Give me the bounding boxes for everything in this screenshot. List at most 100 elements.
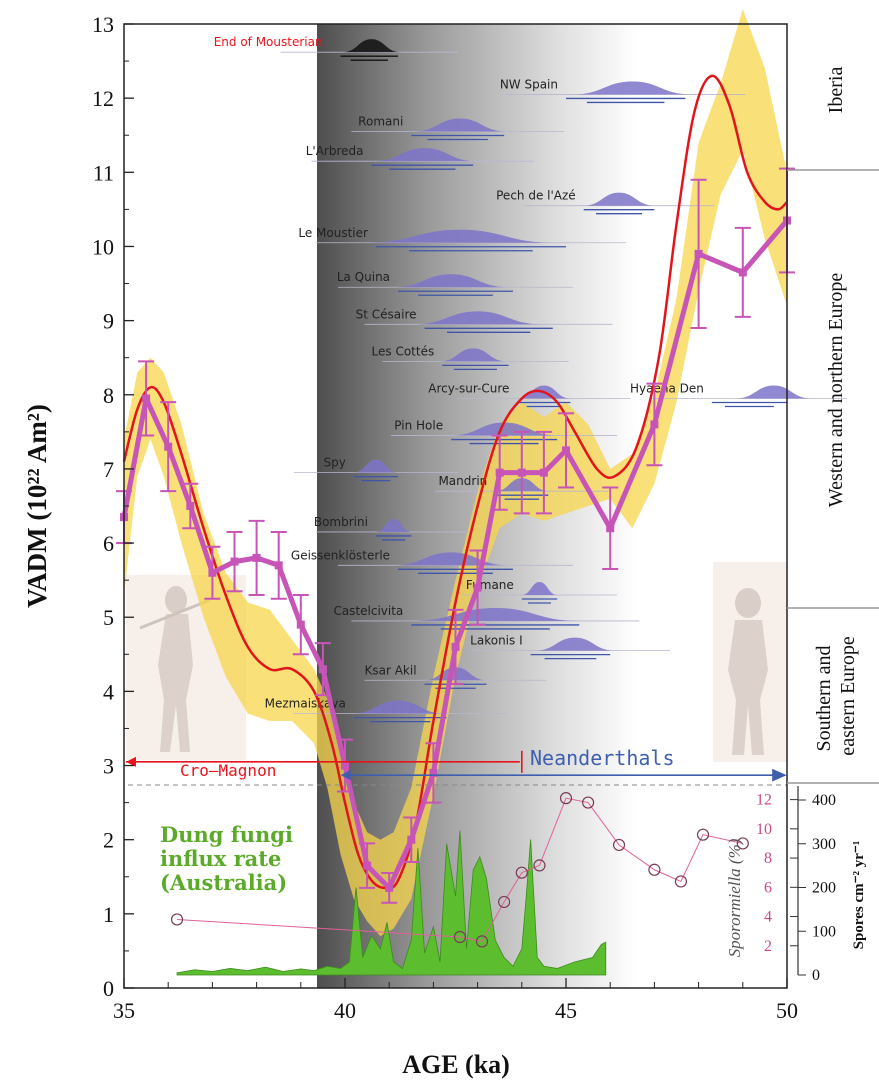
site-les-cott-s: Les Cottés: [372, 344, 569, 371]
site-distribution: [521, 581, 558, 595]
magenta-point: [341, 761, 349, 770]
right-sub-axes: 0 100 200 300 400 2 4 6 8 10 12: [756, 786, 836, 984]
magenta-point: [473, 583, 482, 592]
confidence-band: [124, 9, 787, 937]
y-tick-label: 12: [92, 86, 114, 111]
sporormiella-axis-title: Sporormiella (%): [725, 838, 744, 957]
magenta-point: [252, 553, 261, 562]
y-tick-label: 6: [103, 531, 114, 556]
magenta-point: [407, 835, 416, 844]
site-label: Castelcivita: [333, 604, 403, 618]
site-la-quina: La Quina: [337, 270, 573, 296]
site-distribution: [413, 118, 507, 132]
x-tick-label: 45: [555, 998, 577, 1023]
site-label: Ksar Akil: [364, 663, 416, 677]
region-western-northern: Western and northern Europe: [825, 273, 847, 508]
site-label: End of Mousterian: [214, 35, 323, 49]
magenta-point: [274, 561, 283, 570]
spores-tick-label: 300: [812, 836, 836, 853]
sporormiella-point: [498, 895, 511, 909]
magenta-point: [318, 665, 327, 674]
magenta-point: [385, 883, 394, 892]
x-tick-label: 50: [776, 998, 798, 1023]
sporormiella-tick-label: 2: [764, 938, 772, 955]
site-label: NW Spain: [500, 77, 558, 91]
magenta-point: [186, 502, 195, 510]
site-label: L'Arbreda: [306, 144, 364, 158]
sporormiella-line: [177, 797, 743, 942]
magenta-point: [230, 557, 239, 566]
sporormiella-point: [170, 913, 184, 926]
red-smoothed-line: [122, 74, 788, 890]
neanderthal-illustration: [713, 562, 787, 762]
site-distribution: [393, 274, 509, 288]
magenta-point: [606, 524, 615, 533]
site-distribution: [393, 552, 509, 566]
site-label: Le Moustier: [298, 226, 368, 240]
site-st-c-saire: St Césaire: [356, 307, 613, 333]
region-panel: Iberia Western and northern Europe South…: [787, 67, 879, 784]
magenta-point: [429, 768, 438, 777]
magenta-point: [562, 446, 570, 455]
y-tick-label: 1: [103, 902, 114, 927]
sporormiella-point: [559, 792, 573, 805]
dung-fungi-area: [176, 830, 607, 976]
magenta-point: [650, 420, 659, 429]
sporormiella-tick-label: 8: [764, 850, 772, 867]
site-label: Pin Hole: [394, 419, 443, 433]
site-label: Les Cottés: [372, 344, 435, 358]
sporormiella-point: [581, 796, 595, 809]
y-axis-title: VADM (10²² Am²): [22, 404, 52, 608]
sporormiella-point: [648, 863, 661, 876]
site-geissenkl-sterle: Geissenklösterle: [291, 548, 573, 574]
site-label: Mezmaiskaya: [265, 697, 346, 711]
neanderthal-sites: End of Mousterian NW Spain Romani L'Arbreda…: [214, 35, 847, 723]
site-distribution: [413, 311, 542, 325]
spores-tick-label: 400: [812, 792, 836, 809]
y-tick-label: 9: [103, 309, 114, 334]
range-arrow-head: [340, 770, 351, 781]
magenta-point: [296, 620, 305, 629]
y-tick-label: 7: [103, 457, 114, 482]
site-label: St Césaire: [356, 307, 417, 321]
site-label: La Quina: [337, 270, 390, 284]
sporormiella-tick-label: 6: [764, 879, 772, 896]
sporormiella-point: [453, 930, 467, 944]
site-bombrini: Bombrini: [314, 515, 472, 541]
spores-axis-title: Spores cm⁻² yr⁻¹: [851, 841, 867, 950]
red-curve: [122, 74, 788, 890]
site-label: Pech de l'Azé: [496, 189, 576, 203]
sporormiella-tick-label: 4: [764, 909, 772, 926]
sporormiella-point: [533, 859, 546, 872]
magenta-point: [363, 861, 372, 870]
x-axis-title: AGE (ka): [402, 1050, 510, 1079]
y-tick-label: 11: [93, 160, 114, 185]
x-tick-label: 40: [334, 998, 356, 1023]
magenta-point: [142, 394, 151, 403]
spores-tick-label: 0: [812, 967, 820, 984]
site-label: Arcy-sur-Cure: [428, 381, 509, 395]
site-pin-hole: Pin Hole: [391, 419, 618, 445]
y-tick-label: 0: [103, 976, 114, 1001]
fungi-title: Dung fungi influx rate (Australia): [160, 822, 300, 895]
magenta-point: [451, 642, 460, 651]
region-iberia: Iberia: [825, 67, 847, 114]
site-label: Romani: [358, 115, 403, 129]
site-label: Lakonis I: [470, 634, 522, 648]
sporormiella-point: [674, 875, 688, 888]
y-tick-label: 13: [92, 12, 114, 37]
magenta-point: [517, 468, 526, 477]
site-mezmaiskaya: Mezmaiskaya: [265, 697, 507, 723]
magenta-point: [495, 468, 504, 477]
site-label: Bombrini: [314, 515, 368, 529]
site-distribution: [583, 192, 655, 206]
magenta-point: [539, 468, 548, 477]
magenta-point: [164, 442, 173, 451]
site-distribution: [342, 39, 401, 53]
magenta-series: [116, 167, 795, 904]
sporormiella-tick-label: 10: [756, 821, 772, 838]
site-distribution: [364, 229, 555, 243]
site-pech-de-l-az-: Pech de l'Azé: [496, 189, 715, 215]
site-distribution: [353, 459, 399, 473]
